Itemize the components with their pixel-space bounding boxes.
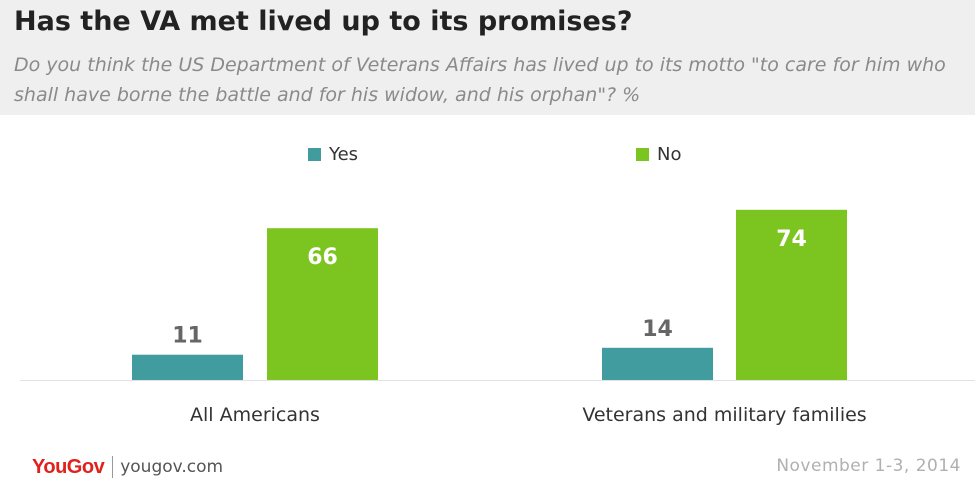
legend-item-no: No [636, 143, 681, 165]
survey-date: November 1-3, 2014 [776, 456, 961, 476]
yougov-logo: You Gov yougov.com [32, 452, 223, 482]
site-url: yougov.com [120, 457, 224, 477]
logo-separator [112, 456, 114, 478]
legend-label-yes: Yes [329, 143, 359, 165]
data-label-no-1: 74 [776, 227, 807, 252]
chart-subtitle: Do you think the US Department of Vetera… [14, 54, 946, 106]
legend-item-yes: Yes [308, 143, 358, 165]
legend-label-no: No [657, 143, 682, 165]
chart-title: Has the VA met lived up to its promises? [14, 6, 633, 37]
category-label-0: All Americans [190, 404, 320, 426]
bar-no-1 [736, 209, 847, 380]
logo-text-you: You [32, 455, 67, 478]
legend-swatch-no [636, 147, 649, 161]
legend-swatch-yes [308, 147, 321, 161]
logo-text-gov: Gov [66, 455, 105, 478]
category-label-1: Veterans and military families [582, 404, 866, 426]
data-label-yes-0: 11 [172, 324, 203, 349]
bar-yes-1 [602, 347, 713, 380]
data-label-yes-1: 14 [642, 317, 673, 342]
data-label-no-0: 66 [307, 245, 338, 270]
bar-yes-0 [132, 354, 243, 380]
bar-no-0 [267, 228, 378, 380]
header-band: Has the VA met lived up to its promises?… [0, 0, 975, 115]
